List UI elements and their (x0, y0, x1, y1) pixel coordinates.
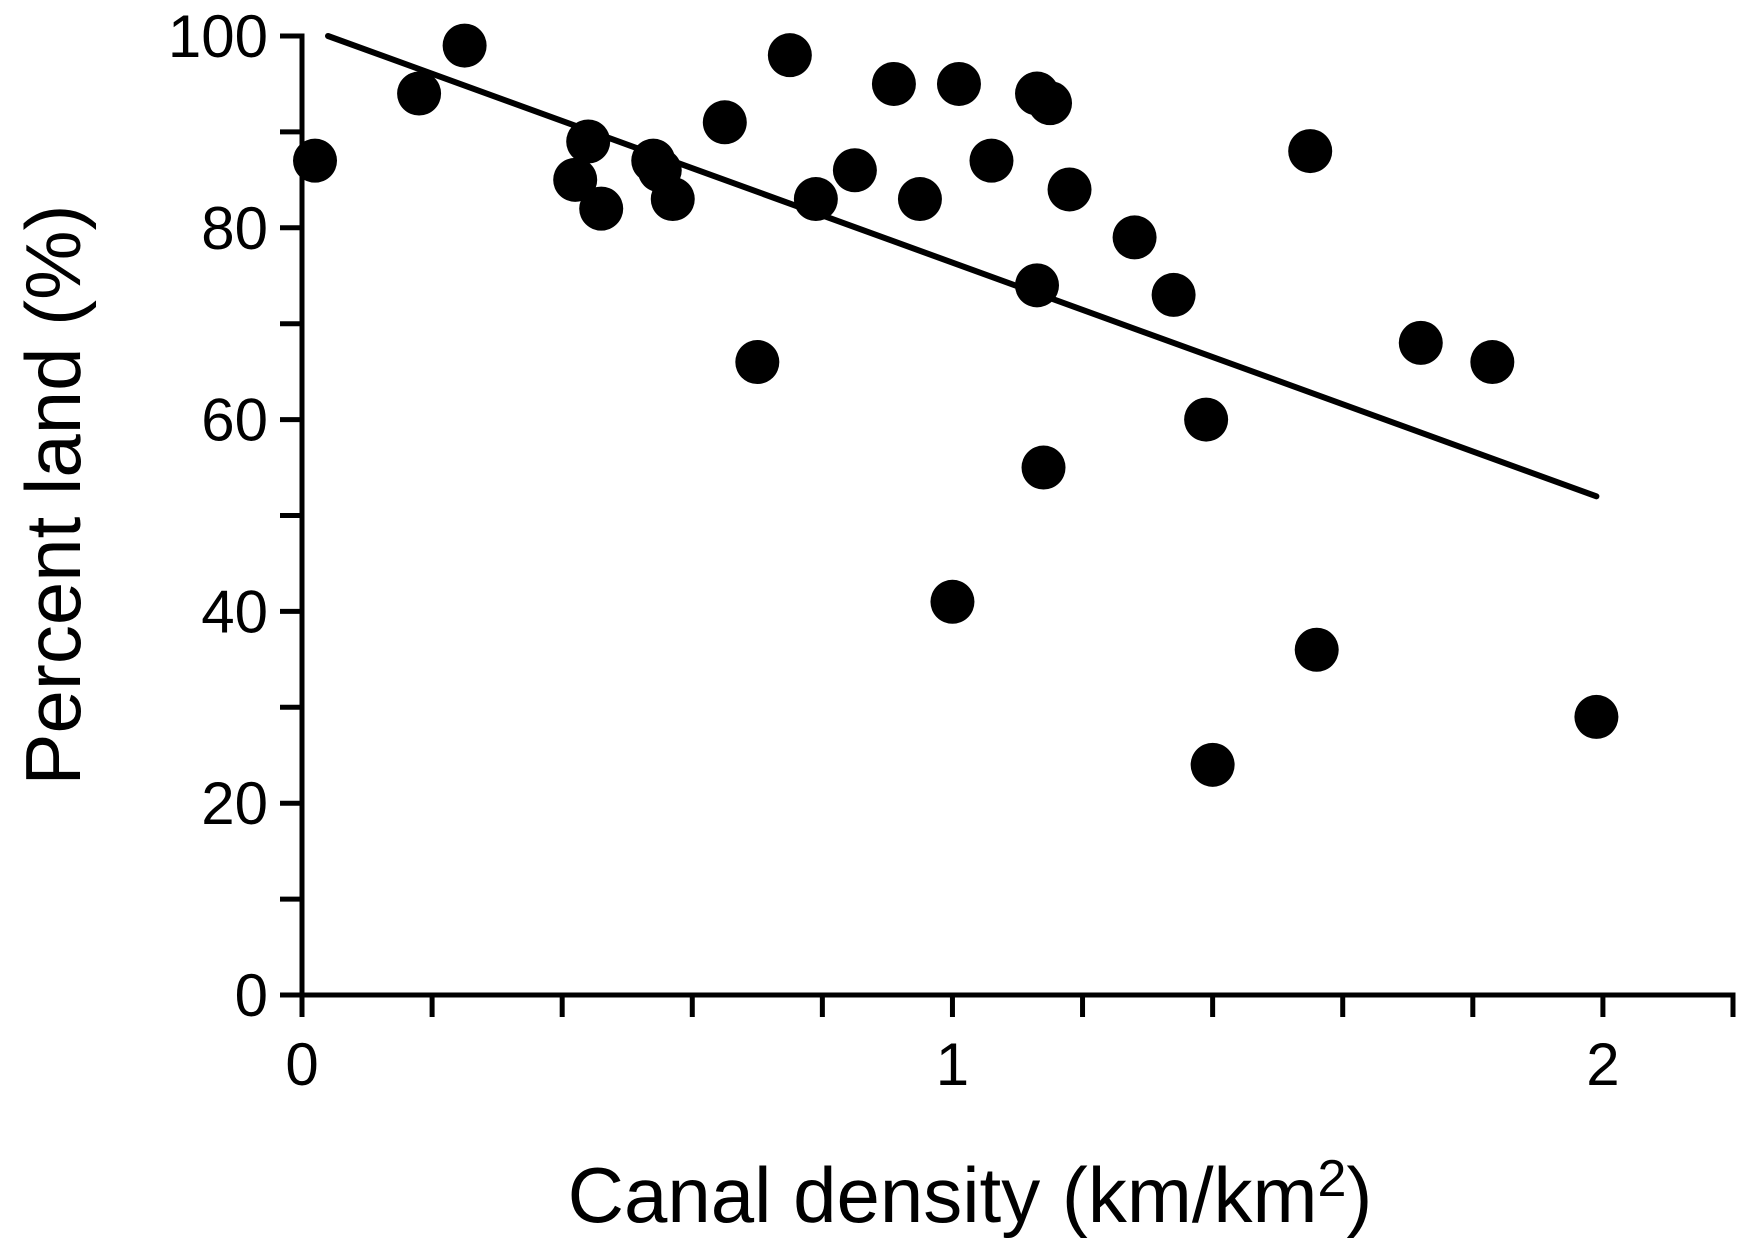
y-tick-label: 40 (201, 578, 268, 645)
y-tick-label: 100 (168, 3, 268, 70)
data-point (871, 61, 916, 106)
y-tick-label: 0 (235, 962, 268, 1029)
data-point (1574, 694, 1619, 739)
data-point (1294, 627, 1339, 672)
data-point (566, 119, 611, 164)
data-point (1190, 742, 1235, 787)
data-point (579, 186, 624, 231)
data-point (1028, 81, 1073, 126)
data-point (1151, 272, 1196, 317)
y-axis-title: Percent land (%) (9, 205, 97, 786)
data-point (832, 148, 877, 193)
data-point (930, 579, 975, 624)
trendline-layer (325, 33, 1600, 500)
data-point (897, 177, 942, 222)
x-tick-label: 0 (285, 1031, 318, 1098)
data-point (1288, 129, 1333, 174)
data-point (936, 61, 981, 106)
x-tick-label: 2 (1586, 1031, 1619, 1098)
x-axis-title: Canal density (km/km2) (568, 1150, 1373, 1239)
data-point (650, 177, 695, 222)
data-point (1112, 215, 1157, 260)
data-point (1047, 167, 1092, 212)
axes (299, 33, 1736, 998)
data-point (1021, 445, 1066, 490)
y-tick-label: 80 (201, 195, 268, 262)
data-point (767, 33, 812, 78)
data-points (293, 23, 1619, 787)
data-point (293, 138, 338, 183)
x-tick-label: 1 (936, 1031, 969, 1098)
data-point (735, 340, 780, 385)
x-axis-ticks: 0 1 2 (285, 995, 1736, 1098)
data-point (553, 157, 598, 202)
data-point (1398, 320, 1443, 365)
data-point (1184, 397, 1229, 442)
data-point (1470, 340, 1515, 385)
data-point (1015, 263, 1060, 308)
data-point (442, 23, 487, 68)
axis-titles: Canal density (km/km2) Percent land (%) (9, 205, 1372, 1239)
regression-line (325, 33, 1600, 500)
y-tick-label: 20 (201, 770, 268, 837)
data-point (969, 138, 1014, 183)
data-point (397, 71, 442, 116)
y-tick-label: 60 (201, 387, 268, 454)
data-point (793, 177, 838, 222)
data-point (702, 100, 747, 145)
y-axis-ticks: 0 20 40 60 80 100 (168, 3, 302, 1029)
